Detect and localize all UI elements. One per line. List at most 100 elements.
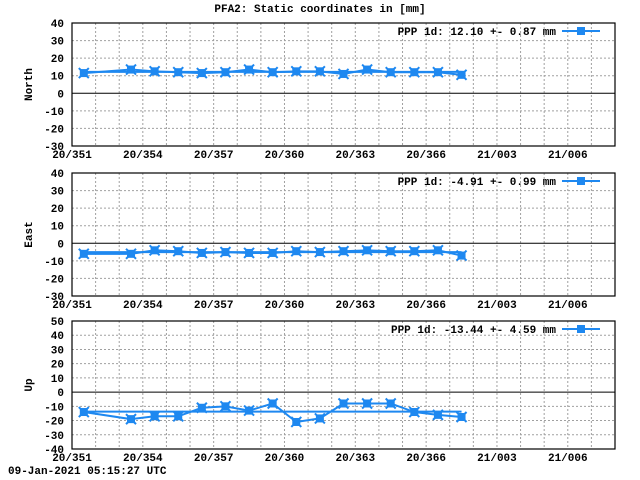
data-point-marker [290,245,302,257]
data-point-marker [172,245,184,257]
chart-title: PFA2: Static coordinates in [mm] [214,4,425,16]
x-tick-label: 20/351 [52,300,92,312]
data-point-marker [266,66,279,78]
y-tick-label: 40 [51,19,64,31]
x-tick-label: 20/357 [194,300,234,312]
y-tick-label: 40 [51,331,64,343]
x-tick-label: 20/360 [265,150,305,162]
y-tick-label: -40 [44,445,64,457]
y-tick-label: 0 [57,388,64,400]
data-point-marker [408,245,421,257]
data-point-marker [243,63,255,76]
legend-marker-icon [577,177,585,185]
y-tick-label: 10 [51,222,64,234]
y-tick-label: -30 [44,292,64,304]
data-point-marker [219,400,232,413]
data-point-marker [196,402,208,414]
y-tick-label: -10 [44,402,64,414]
plot-frame [71,172,616,297]
data-point-marker [432,244,444,257]
x-tick-label: 20/366 [406,453,446,465]
x-tick-label: 20/357 [194,150,234,162]
data-point-marker [243,247,255,259]
data-point-marker [243,404,255,417]
data-point-marker [125,248,137,260]
y-tick-label: 20 [51,204,64,216]
timestamp: 09-Jan-2021 05:15:27 UTC [8,466,167,478]
data-point-marker [290,416,302,428]
y-tick-label: 30 [51,345,64,357]
x-tick-label: 20/363 [335,300,375,312]
y-tick-label: 30 [51,187,64,199]
data-point-marker [290,65,302,78]
data-point-marker [196,67,208,79]
legend-marker-icon [577,27,585,35]
data-point-marker [125,63,137,76]
x-tick-label: 21/003 [477,453,517,465]
data-point-marker [337,245,350,257]
legend-text: PPP 1d: 12.10 +- 0.87 mm [398,27,557,39]
data-point-marker [337,397,350,410]
data-point-marker [219,246,232,258]
plot-frame [71,22,616,147]
legend: PPP 1d: -4.91 +- 0.99 mm [398,177,600,189]
y-tick-label: 20 [51,54,64,66]
legend: PPP 1d: 12.10 +- 0.87 mm [398,27,600,39]
y-tick-label: -20 [44,417,64,429]
y-tick-label: -30 [44,431,64,443]
data-point-marker [148,65,161,78]
data-point-marker [148,244,161,257]
legend-marker-icon [577,325,585,333]
y-axis-label: Up [24,378,36,392]
x-tick-label: 20/363 [335,150,375,162]
data-point-marker [78,67,90,79]
x-tick-label: 21/003 [477,300,517,312]
x-tick-label: 20/360 [265,453,305,465]
data-point-marker [172,410,184,422]
series-line [83,249,462,257]
plot-frame [71,320,616,450]
x-tick-label: 21/006 [548,300,588,312]
data-point-marker [408,66,421,78]
data-point-marker [314,412,326,425]
y-tick-label: -10 [44,257,64,269]
y-tick-label: -10 [44,107,64,119]
data-point-marker [361,397,373,410]
data-point-marker [314,246,326,258]
data-point-marker [361,63,373,76]
legend-text: PPP 1d: -4.91 +- 0.99 mm [398,177,557,189]
data-point-marker [455,249,468,262]
data-point-marker [455,69,468,81]
y-tick-label: 10 [51,72,64,84]
data-point-marker [78,248,90,260]
y-tick-label: 30 [51,37,64,49]
x-tick-label: 20/351 [52,453,92,465]
y-tick-label: 20 [51,360,64,372]
x-tick-label: 21/006 [548,453,588,465]
data-point-marker [314,65,326,78]
data-point-marker [337,68,350,80]
y-tick-label: 0 [57,89,64,101]
legend-text: PPP 1d: -13.44 +- 4.59 mm [391,325,556,337]
data-point-marker [361,244,373,257]
y-tick-label: 10 [51,374,64,386]
series-line [83,68,462,76]
data-point-marker [125,413,137,425]
data-point-marker [432,66,444,78]
y-tick-label: 0 [57,239,64,251]
data-point-marker [266,397,279,410]
data-point-marker [172,66,184,78]
x-tick-label: 20/366 [406,300,446,312]
data-point-marker [78,406,90,418]
x-tick-label: 20/351 [52,150,92,162]
data-point-marker [196,247,208,259]
series-line [83,402,462,424]
y-tick-label: 50 [51,317,64,329]
x-tick-label: 20/354 [123,150,163,162]
data-point-marker [148,410,161,422]
x-tick-label: 20/363 [335,453,375,465]
y-tick-label: -30 [44,142,64,154]
